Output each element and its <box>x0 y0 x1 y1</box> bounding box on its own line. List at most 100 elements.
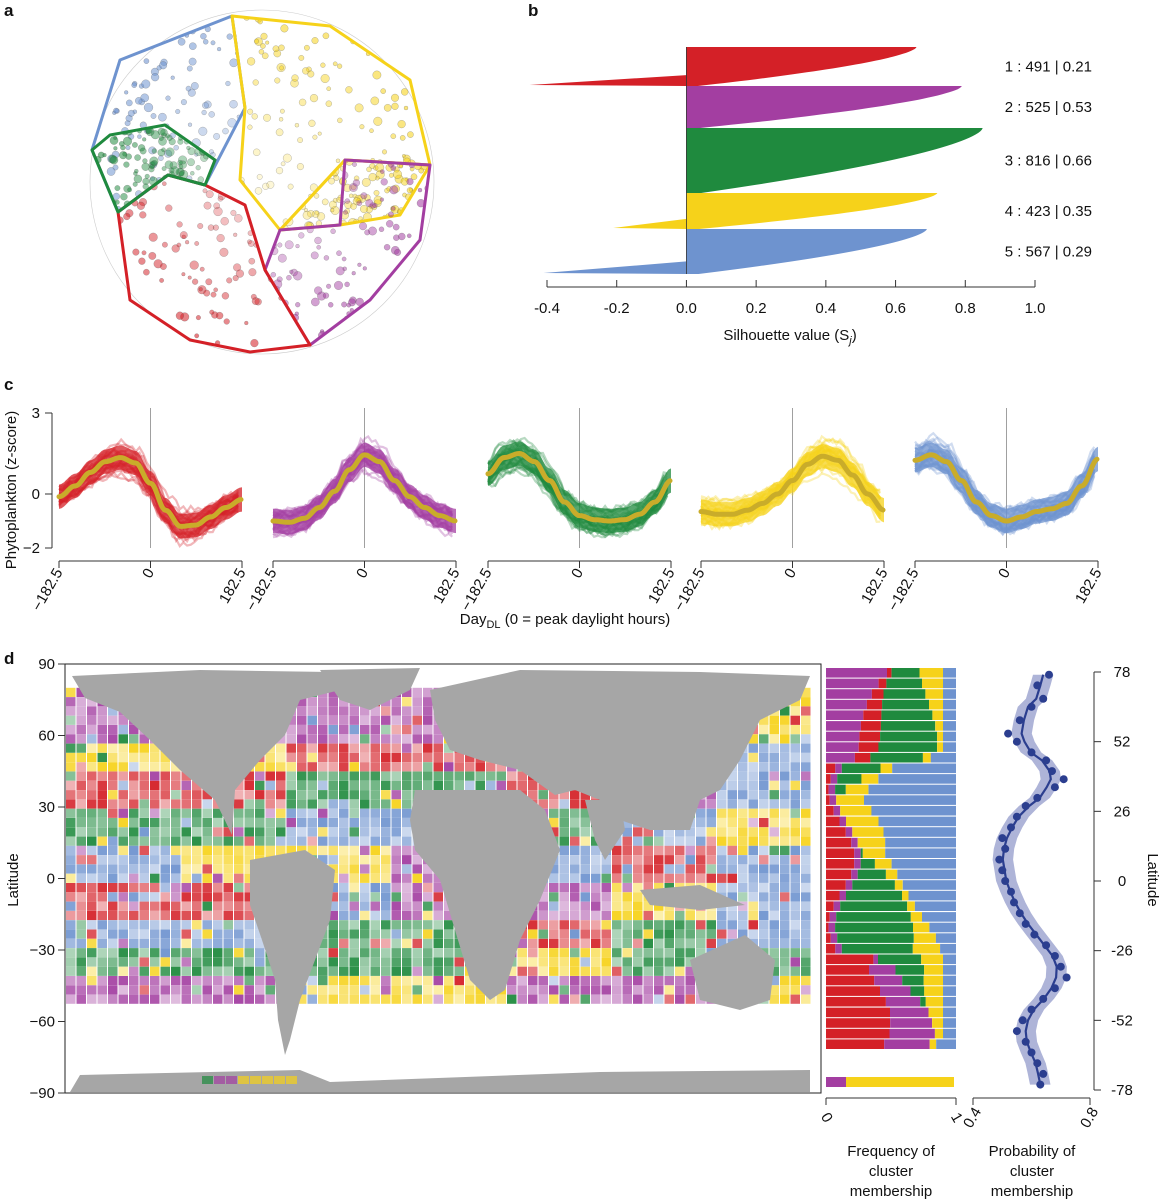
silhouette-plot: -0.4 -0.2 0.0 0.2 0.4 0.6 0.8 1.0 1 : 491 | 0.2… <box>529 47 1092 347</box>
probability-point <box>1015 909 1024 918</box>
panel-c-y-axis-title: Phytoplankton (z-score) <box>3 411 20 569</box>
silhouette-tick-label: 0.2 <box>746 300 767 317</box>
continent-indonesia <box>640 885 745 910</box>
silhouette-axis-title: Silhouette value (Sj) <box>723 327 856 347</box>
silhouette-label-1: 1 : 491 | 0.21 <box>1005 59 1092 76</box>
seasonal-panel-cluster-3: −182.5 0 182.5 <box>458 408 678 614</box>
probability-point <box>1033 793 1042 802</box>
probability-point <box>1033 681 1042 690</box>
probability-point <box>1059 775 1068 784</box>
continent-africa <box>410 790 560 1000</box>
mean-curve-cluster-4 <box>698 453 886 517</box>
probability-tick-label: 0.4 <box>960 1104 985 1131</box>
silhouette-tick-label: 0.0 <box>676 300 697 317</box>
probability-point <box>1039 694 1048 703</box>
panel-d-letter: d <box>4 649 14 668</box>
frequency-row <box>826 943 956 954</box>
silhouette-cluster-4 <box>613 193 938 229</box>
panel-c-y-tick-label: 3 <box>32 405 40 422</box>
silhouette-label-5: 5 : 567 | 0.29 <box>1005 244 1092 261</box>
frequency-row <box>826 774 956 784</box>
probability-point <box>995 855 1004 864</box>
frequency-row <box>826 763 956 774</box>
world-cluster-map: 90 60 30 0 −30 −60 −90 <box>30 656 822 1102</box>
frequency-row <box>826 784 956 795</box>
probability-point <box>1050 952 1059 960</box>
panel-c-tick-label: 0 <box>139 566 158 582</box>
probability-point <box>1039 994 1048 1003</box>
frequency-row <box>826 986 956 996</box>
panel-c-tick-label: 182.5 <box>430 566 463 607</box>
probability-point <box>1001 844 1010 853</box>
antarctic-frequency-purple <box>826 1077 846 1087</box>
silhouette-label-3: 3 : 816 | 0.66 <box>1005 153 1092 170</box>
panel-c-letter: c <box>4 375 13 394</box>
silhouette-cluster-1 <box>529 47 917 86</box>
silhouette-label-4: 4 : 423 | 0.35 <box>1005 203 1092 220</box>
frequency-row <box>826 996 956 1007</box>
panel-c-tick-label: 182.5 <box>858 566 891 607</box>
probability-point <box>1056 962 1065 971</box>
probability-y-tick-label: 0 <box>1118 873 1126 890</box>
probability-point <box>1007 887 1015 896</box>
probability-point <box>1045 670 1053 679</box>
probability-y-tick-label: -26 <box>1111 943 1133 960</box>
map-y-tick-label: 30 <box>38 799 55 816</box>
silhouette-tick-label: 0.8 <box>955 300 976 317</box>
silhouette-cluster-3 <box>686 128 983 193</box>
map-y-axis: 90 60 30 0 −30 −60 −90 <box>30 656 65 1102</box>
probability-point <box>998 834 1007 843</box>
svg-text:Frequency of: Frequency of <box>847 1143 935 1160</box>
panel-c-tick-label: −182.5 <box>885 566 923 615</box>
panel-a-letter: a <box>4 1 14 20</box>
frequency-row <box>826 805 956 816</box>
probability-point <box>1012 737 1021 746</box>
frequency-row <box>826 869 956 880</box>
seasonal-panel-cluster-4: −182.5 0 182.5 <box>671 408 891 614</box>
probability-point <box>1010 898 1018 907</box>
frequency-row <box>826 816 956 827</box>
map-y-tick-label: −60 <box>30 1014 55 1031</box>
frequency-row <box>826 668 956 678</box>
cluster-sphere <box>89 9 435 355</box>
seasonal-panel-cluster-1: −182.5 0 182.5 <box>29 408 249 614</box>
panel-b-letter: b <box>528 1 538 20</box>
map-y-tick-label: −90 <box>30 1085 55 1102</box>
frequency-row <box>826 922 956 933</box>
map-y-tick-label: 0 <box>47 871 55 888</box>
panel-c-tick-label: 182.5 <box>216 566 249 607</box>
probability-point <box>1050 783 1059 792</box>
probability-point <box>1001 877 1010 885</box>
mean-curve-cluster-2 <box>270 452 458 525</box>
member-density-band <box>488 441 671 534</box>
frequency-row <box>826 742 956 752</box>
silhouette-tick-label: -0.2 <box>604 300 630 317</box>
frequency-row <box>826 1018 956 1028</box>
probability-point <box>1042 756 1051 765</box>
antarctic-cluster-cells <box>202 1076 297 1084</box>
frequency-row <box>826 795 956 805</box>
probability-point <box>1027 748 1036 757</box>
silhouette-tick-label: -0.4 <box>534 300 560 317</box>
probability-point <box>1015 716 1024 725</box>
frequency-row <box>826 731 956 742</box>
probability-point <box>1021 802 1030 810</box>
continent-south-america <box>250 850 335 1055</box>
svg-text:membership: membership <box>850 1183 933 1200</box>
continent-north-america <box>72 670 340 835</box>
frequency-row <box>826 880 956 890</box>
sphere-outline <box>89 9 435 355</box>
continent-antarctica <box>70 1070 810 1092</box>
silhouette-x-axis: -0.4 -0.2 0.0 0.2 0.4 0.6 0.8 1.0 <box>534 47 1045 317</box>
antarctic-frequency-yellow <box>846 1077 954 1087</box>
panel-c-tick-label: 0 <box>995 566 1014 582</box>
probability-latitude-plot: 0.4 0.8 78 52 26 0 -26 -52 -78 <box>960 664 1133 1131</box>
frequency-row <box>826 933 956 943</box>
probability-point <box>1033 1059 1042 1068</box>
map-y-tick-label: 90 <box>38 656 55 673</box>
frequency-tick-label: 0 <box>817 1110 836 1126</box>
probability-point <box>1048 767 1056 776</box>
probability-point <box>1021 1037 1030 1046</box>
